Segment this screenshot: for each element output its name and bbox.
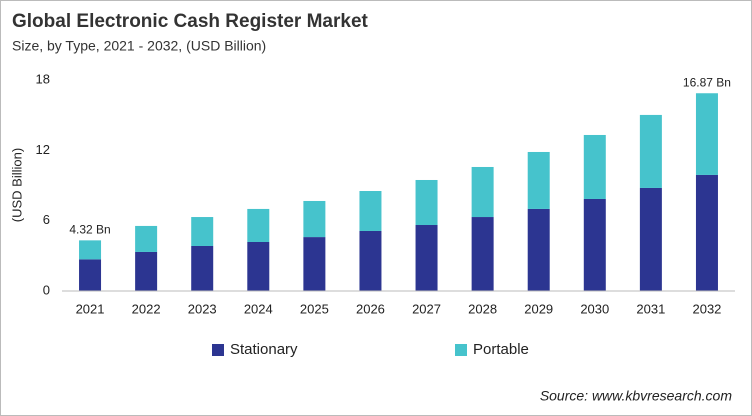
x-tick-label: 2023 <box>188 301 217 316</box>
bar-segment <box>695 174 718 291</box>
bar-segment <box>415 225 438 291</box>
bar-segment <box>247 242 270 291</box>
x-tick-label: 2027 <box>412 301 441 316</box>
bar-segment <box>527 151 550 209</box>
x-tick-label: 2031 <box>636 301 665 316</box>
data-label: 4.32 Bn <box>69 223 110 237</box>
legend-swatch <box>455 344 467 356</box>
bar-segment <box>415 179 438 226</box>
y-tick-label: 12 <box>36 142 50 157</box>
data-label: 16.87 Bn <box>683 75 731 89</box>
bar-segment <box>695 93 718 175</box>
bar-segment <box>79 240 102 260</box>
bar-segment <box>527 208 550 291</box>
bar-segment <box>583 198 606 291</box>
x-tick-label: 2021 <box>76 301 105 316</box>
bar-segment <box>191 217 214 246</box>
x-tick-label: 2025 <box>300 301 329 316</box>
x-tick-label: 2024 <box>244 301 273 316</box>
source: Source: www.kbvresearch.com <box>540 388 733 404</box>
x-tick-label: 2026 <box>356 301 385 316</box>
bar-segment <box>79 259 102 291</box>
legend-label: Portable <box>473 341 529 358</box>
bar-segment <box>359 191 382 231</box>
bar-segment <box>303 200 326 238</box>
bar-segment <box>639 187 662 291</box>
chart-subtitle: Size, by Type, 2021 - 2032, (USD Billion… <box>12 38 266 54</box>
bar-segment <box>639 114 662 188</box>
y-tick-label: 0 <box>43 282 50 297</box>
bar-segment <box>191 245 214 291</box>
bar-segment <box>359 230 382 291</box>
x-tick-label: 2029 <box>524 301 553 316</box>
y-tick-label: 6 <box>43 212 50 227</box>
y-axis-label: (USD Billion) <box>9 148 24 222</box>
bar-segment <box>583 134 606 199</box>
x-tick-label: 2022 <box>132 301 161 316</box>
bar-segment <box>303 237 326 291</box>
bar-segment <box>135 225 158 252</box>
y-tick-label: 18 <box>36 71 50 86</box>
x-tick-label: 2030 <box>580 301 609 316</box>
chart-title: Global Electronic Cash Register Market <box>12 11 369 32</box>
x-tick-label: 2028 <box>468 301 497 316</box>
bar-segment <box>247 208 270 243</box>
bar-segment <box>471 217 494 291</box>
legend-swatch <box>212 344 224 356</box>
x-tick-label: 2032 <box>692 301 721 316</box>
bar-segment <box>471 166 494 218</box>
legend-label: Stationary <box>230 341 298 358</box>
bar-segment <box>135 251 158 291</box>
